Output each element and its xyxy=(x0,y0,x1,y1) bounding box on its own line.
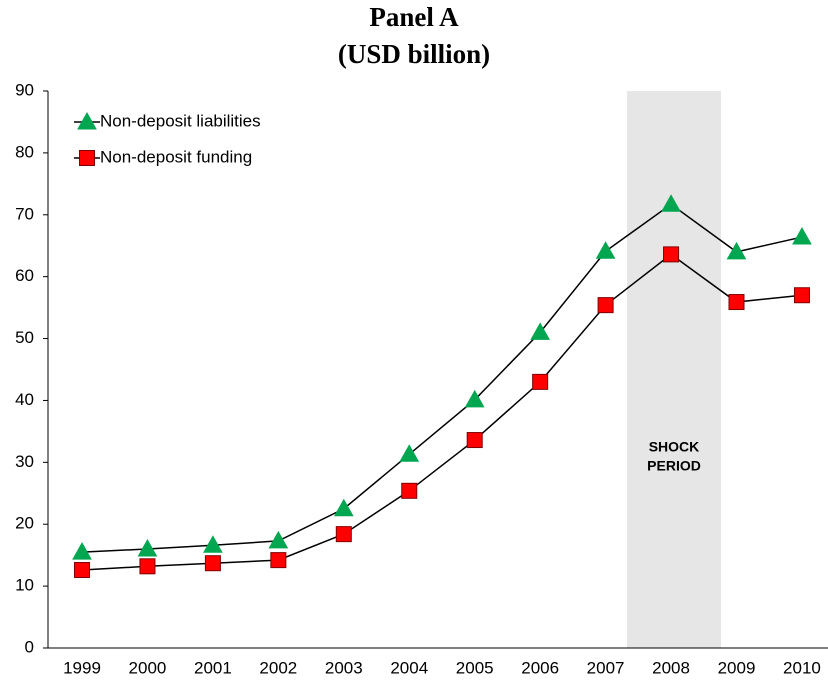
marker xyxy=(466,432,483,449)
y-tick-label: 60 xyxy=(15,266,34,285)
marker xyxy=(530,322,551,340)
chart-title: Panel A xyxy=(369,2,459,32)
x-tick-label: 2003 xyxy=(325,658,363,677)
legend-label: Non-deposit funding xyxy=(100,147,252,166)
marker xyxy=(464,389,485,408)
marker xyxy=(597,297,614,314)
marker xyxy=(139,558,156,575)
annotation: PERIOD xyxy=(647,458,701,474)
marker xyxy=(333,498,354,517)
marker xyxy=(335,526,352,543)
y-tick-label: 70 xyxy=(15,204,34,223)
x-tick-label: 2010 xyxy=(783,658,821,677)
x-tick-label: 2006 xyxy=(521,658,559,677)
x-tick-label: 2001 xyxy=(194,658,232,677)
y-tick-label: 20 xyxy=(15,514,34,533)
marker xyxy=(532,373,549,390)
y-tick-label: 10 xyxy=(15,576,34,595)
x-tick-label: 2005 xyxy=(456,658,494,677)
marker xyxy=(793,287,810,304)
y-tick-label: 40 xyxy=(15,390,34,409)
y-tick-label: 30 xyxy=(15,452,34,471)
marker xyxy=(595,241,616,259)
marker xyxy=(401,482,418,499)
marker xyxy=(270,552,287,569)
y-tick-label: 80 xyxy=(15,142,34,161)
shock-shade xyxy=(627,91,721,648)
x-tick-label: 2008 xyxy=(652,658,690,677)
line xyxy=(81,253,803,571)
x-tick-label: 2009 xyxy=(718,658,756,677)
chart-subtitle: (USD billion) xyxy=(338,39,490,69)
line xyxy=(81,203,803,553)
marker xyxy=(137,538,158,557)
y-tick-label: 50 xyxy=(15,328,34,347)
legend-label: Non-deposit liabilities xyxy=(100,111,261,130)
y-tick-label: 90 xyxy=(15,80,34,99)
legend-marker xyxy=(79,150,95,166)
marker xyxy=(399,444,420,462)
legend-marker xyxy=(77,111,97,130)
x-tick-label: 2002 xyxy=(259,658,297,677)
marker xyxy=(203,535,223,553)
marker xyxy=(663,246,680,263)
marker xyxy=(204,555,221,572)
x-tick-label: 2007 xyxy=(587,658,625,677)
marker xyxy=(661,194,681,212)
marker xyxy=(792,227,812,245)
marker xyxy=(74,562,90,579)
x-tick-label: 2004 xyxy=(390,658,428,677)
marker xyxy=(268,530,289,549)
x-tick-label: 1999 xyxy=(63,658,101,677)
x-tick-label: 2000 xyxy=(129,658,167,677)
annotation: SHOCK xyxy=(649,439,700,455)
y-tick-label: 0 xyxy=(25,637,34,656)
marker xyxy=(728,294,745,311)
marker xyxy=(72,542,92,560)
marker xyxy=(726,241,747,260)
